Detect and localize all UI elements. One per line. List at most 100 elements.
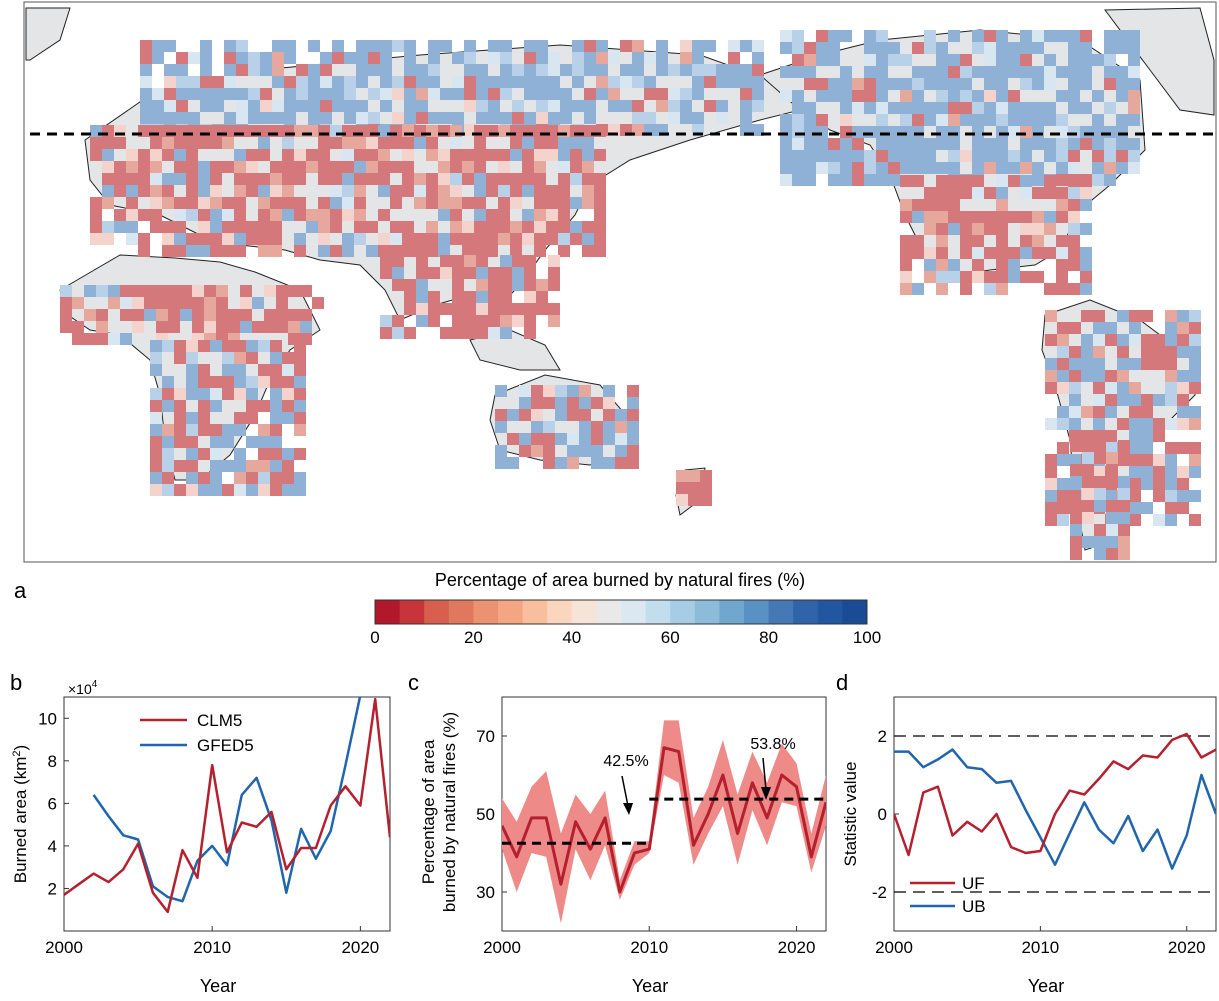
map-cell (627, 421, 639, 433)
map-cell (452, 88, 464, 100)
map-cell (1128, 66, 1140, 78)
map-cell (522, 149, 534, 161)
map-cell (174, 137, 186, 149)
map-cell (366, 173, 378, 185)
map-cell (960, 235, 972, 247)
map-cell (500, 291, 512, 303)
map-cell (402, 161, 414, 173)
map-cell (366, 161, 378, 173)
map-cell (876, 90, 888, 102)
map-cell (912, 247, 924, 259)
colorbar-tick-label: 60 (661, 628, 680, 647)
map-cell (996, 30, 1008, 42)
map-cell (368, 64, 380, 76)
map-cell (510, 233, 522, 245)
map-cell (912, 114, 924, 126)
map-cell (996, 42, 1008, 54)
map-cell (948, 126, 960, 138)
map-cell (234, 388, 246, 400)
map-cell (258, 173, 270, 185)
map-cell (72, 321, 84, 333)
panel-b-letter: b (10, 670, 22, 695)
map-cell (234, 221, 246, 233)
map-cell (536, 291, 548, 303)
map-cell (1092, 126, 1104, 138)
map-cell (162, 340, 174, 352)
map-cell (270, 245, 282, 257)
map-cell (84, 285, 96, 297)
map-cell (276, 297, 288, 309)
map-cell (294, 197, 306, 209)
map-cell (186, 173, 198, 185)
map-cell (1092, 162, 1104, 174)
map-cell (888, 138, 900, 150)
map-cell (1080, 247, 1092, 259)
map-cell (852, 102, 864, 114)
colorbar-tick-label: 100 (853, 628, 881, 647)
map-cell (1044, 138, 1056, 150)
map-cell (1117, 334, 1129, 346)
panel-c-letter: c (408, 670, 419, 695)
map-cell (252, 297, 264, 309)
map-cell (380, 76, 392, 88)
map-cell (1080, 223, 1092, 235)
map-cell (96, 321, 108, 333)
map-cell (1128, 114, 1140, 126)
map-cell (380, 88, 392, 100)
map-cell (656, 88, 668, 100)
map-cell (282, 185, 294, 197)
map-cell (174, 221, 186, 233)
map-cell (510, 149, 522, 161)
map-cell (354, 221, 366, 233)
map-cell (1104, 162, 1116, 174)
map-cell (282, 161, 294, 173)
map-cell (476, 100, 488, 112)
colorbar-swatch (448, 600, 474, 624)
map-cell (984, 138, 996, 150)
map-cell (960, 90, 972, 102)
map-cell (912, 102, 924, 114)
map-cell (996, 283, 1008, 295)
map-cell (828, 138, 840, 150)
colorbar-title: Percentage of area burned by natural fir… (435, 570, 805, 590)
map-cell (620, 40, 632, 52)
map-cell (852, 150, 864, 162)
map-cell (200, 100, 212, 112)
map-cell (1056, 271, 1068, 283)
map-cell (260, 88, 272, 100)
map-cell (1068, 102, 1080, 114)
map-cell (282, 173, 294, 185)
map-cell (464, 291, 476, 303)
map-cell (972, 271, 984, 283)
map-cell (567, 385, 579, 397)
map-cell (1057, 346, 1069, 358)
map-cell (1141, 394, 1153, 406)
map-cell (426, 197, 438, 209)
map-cell (416, 291, 428, 303)
map-cell (150, 340, 162, 352)
map-cell (1118, 452, 1130, 464)
map-cell (864, 162, 876, 174)
map-cell (900, 150, 912, 162)
map-cell (591, 421, 603, 433)
map-cell (354, 197, 366, 209)
map-cell (150, 364, 162, 376)
map-cell (452, 279, 464, 291)
map-cell (1080, 66, 1092, 78)
map-cell (512, 279, 524, 291)
map-cell (500, 40, 512, 52)
map-cell (1068, 78, 1080, 90)
panel-c-xlabel: Year (632, 976, 668, 996)
map-cell (102, 149, 114, 161)
map-cell (996, 211, 1008, 223)
map-cell (912, 162, 924, 174)
map-cell (1044, 78, 1056, 90)
map-cell (294, 412, 306, 424)
map-cell (603, 433, 615, 445)
map-cell (308, 40, 320, 52)
map-cell (1128, 30, 1140, 42)
map-cell (258, 424, 270, 436)
map-cell (1068, 90, 1080, 102)
map-cell (318, 161, 330, 173)
map-cell (180, 297, 192, 309)
